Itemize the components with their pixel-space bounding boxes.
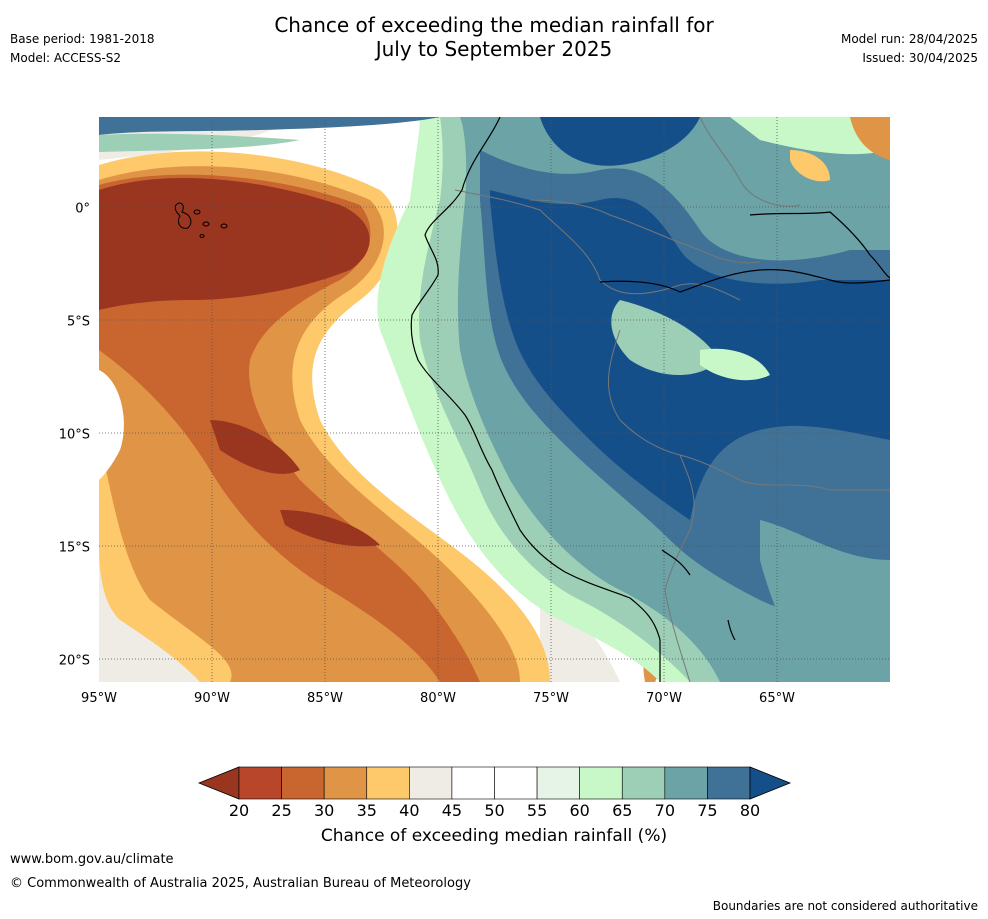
graticule (99, 117, 890, 682)
colorbar-bin (664, 766, 708, 800)
colorbar-tick-label: 75 (697, 801, 717, 820)
colorbar-tick-label: 25 (271, 801, 291, 820)
colorbar-tick-label: 30 (314, 801, 334, 820)
colorbar-bin (579, 766, 623, 800)
longitude-label: 65°W (759, 691, 795, 706)
colorbar-tick-label: 20 (229, 801, 249, 820)
latitude-label: 0° (75, 201, 90, 216)
colorbar-tick-label: 60 (569, 801, 589, 820)
colorbar-extend-high (749, 766, 792, 800)
colorbar-tick-label: 80 (740, 801, 760, 820)
colorbar-bin (281, 766, 325, 800)
colorbar-bin (451, 766, 495, 800)
model-run: Model run: 28/04/2025 (840, 32, 978, 46)
latitude-labels: 0° 5°S 10°S 15°S 20°S (59, 201, 90, 668)
colorbar-bin (409, 766, 453, 800)
coastline (410, 117, 890, 682)
map-title: Chance of exceeding the median rainfall … (0, 13, 988, 61)
colorbar-tick-label: 35 (357, 801, 377, 820)
colorbar-tick-label: 55 (527, 801, 547, 820)
title-line-2: July to September 2025 (375, 37, 613, 61)
country-boundaries (454, 117, 890, 682)
model-name: Model: ACCESS-S2 (10, 51, 122, 65)
colorbar-bin (494, 766, 538, 800)
website-link[interactable]: www.bom.gov.au/climate (10, 852, 174, 867)
colorbar-tick-label: 45 (442, 801, 462, 820)
issued-date: Issued: 30/04/2025 (862, 51, 978, 65)
rainfall-probability-field (99, 117, 890, 682)
longitude-label: 95°W (81, 691, 117, 706)
boundary-disclaimer: Boundaries are not considered authoritat… (712, 899, 978, 913)
latitude-label: 10°S (59, 427, 90, 442)
longitude-label: 90°W (194, 691, 230, 706)
title-line-1: Chance of exceeding the median rainfall … (274, 13, 714, 37)
colorbar-tick-label: 65 (612, 801, 632, 820)
colorbar-label: Chance of exceeding median rainfall (%) (320, 826, 668, 846)
colorbar-bin (366, 766, 410, 800)
copyright-notice: © Commonwealth of Australia 2025, Austra… (10, 876, 471, 891)
base-period: Base period: 1981-2018 (10, 32, 155, 46)
latitude-label: 20°S (59, 653, 90, 668)
latitude-label: 15°S (59, 540, 90, 555)
longitude-labels: 95°W 90°W 85°W 80°W 75°W 70°W 65°W (81, 691, 795, 706)
longitude-label: 70°W (646, 691, 682, 706)
galapagos-islands (174, 202, 228, 238)
colorbar-tick-label: 50 (484, 801, 504, 820)
colorbar-bin (536, 766, 580, 800)
longitude-label: 80°W (420, 691, 456, 706)
colorbar-bin (621, 766, 666, 800)
longitude-label: 75°W (533, 691, 569, 706)
colorbar-bin (238, 766, 282, 800)
longitude-label: 85°W (307, 691, 343, 706)
colorbar-bin (707, 766, 751, 800)
colorbar (197, 766, 792, 800)
colorbar-tick-label: 70 (655, 801, 675, 820)
latitude-label: 5°S (67, 314, 90, 329)
colorbar-extend-low (197, 766, 240, 800)
colorbar-tick-labels: 20 25 30 35 40 45 50 55 60 65 70 75 80 (229, 801, 760, 820)
colorbar-tick-label: 40 (399, 801, 419, 820)
colorbar-bin (323, 766, 368, 800)
